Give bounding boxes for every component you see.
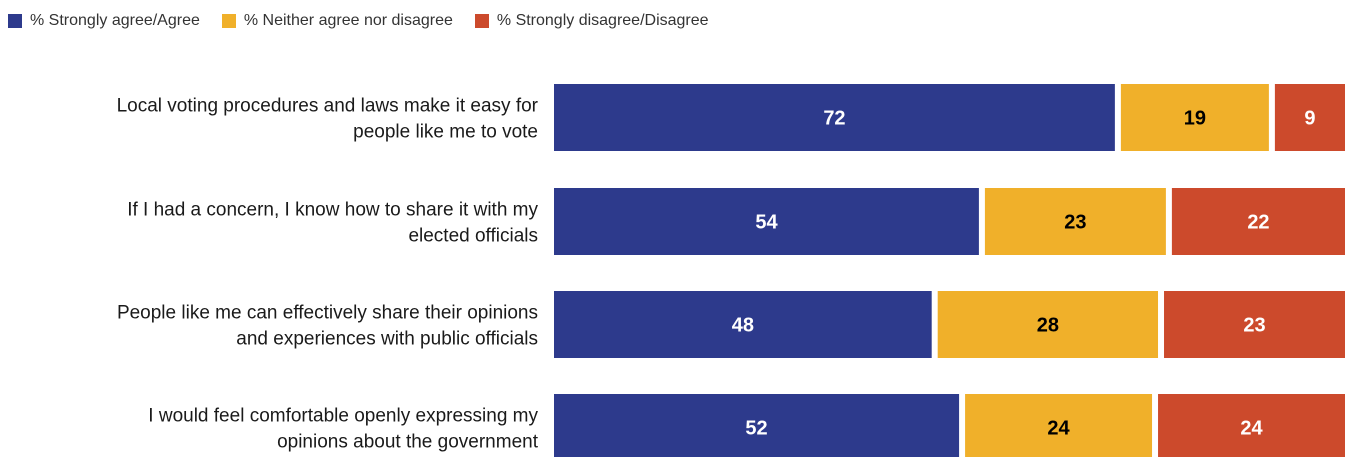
legend-item-disagree: % Strongly disagree/Disagree xyxy=(474,12,709,30)
value-label-neutral: 24 xyxy=(1047,418,1070,440)
bar-disagree xyxy=(1274,84,1345,151)
legend-item-neutral: % Neither agree nor disagree xyxy=(221,12,453,30)
row-label-line: opinions about the government xyxy=(277,432,539,453)
bar-agree xyxy=(554,84,1115,151)
row-label-line: People like me can effectively share the… xyxy=(117,303,538,324)
bar-agree xyxy=(554,291,932,358)
bar-agree xyxy=(554,394,960,457)
legend-item-agree: % Strongly agree/Agree xyxy=(8,12,200,30)
bar-neutral xyxy=(965,394,1153,457)
bar-disagree xyxy=(1171,188,1345,255)
row-label-line: Local voting procedures and laws make it… xyxy=(117,96,539,117)
legend-swatch-disagree xyxy=(474,14,489,28)
value-label-agree: 52 xyxy=(745,418,767,440)
row-label: People like me can effectively share the… xyxy=(117,303,538,350)
value-label-agree: 48 xyxy=(732,315,754,337)
legend-label-disagree: % Strongly disagree/Disagree xyxy=(496,12,709,29)
value-label-disagree: 23 xyxy=(1243,315,1265,337)
legend-label-neutral: % Neither agree nor disagree xyxy=(243,12,453,29)
value-label-neutral: 23 xyxy=(1064,212,1086,234)
value-label-agree: 54 xyxy=(755,212,778,234)
value-label-disagree: 22 xyxy=(1247,212,1269,234)
bar-agree xyxy=(554,188,979,255)
row-label-line: and experiences with public officials xyxy=(236,329,538,350)
bar-disagree xyxy=(1164,291,1345,358)
bar-disagree xyxy=(1158,394,1345,457)
bar-neutral xyxy=(984,188,1166,255)
row-label: If I had a concern, I know how to share … xyxy=(127,200,538,247)
legend-swatch-neutral xyxy=(221,14,236,28)
value-label-disagree: 9 xyxy=(1304,108,1315,130)
row-label-line: elected officials xyxy=(408,226,538,247)
value-label-neutral: 28 xyxy=(1037,315,1059,337)
row-label-line: people like me to vote xyxy=(353,122,538,143)
row-label: I would feel comfortable openly expressi… xyxy=(148,406,538,453)
legend-label-agree: % Strongly agree/Agree xyxy=(30,12,200,29)
row-label: Local voting procedures and laws make it… xyxy=(117,96,539,143)
legend: % Strongly agree/Agree % Neither agree n… xyxy=(8,10,709,32)
row-label-line: If I had a concern, I know how to share … xyxy=(127,200,538,221)
bar-neutral xyxy=(1120,84,1269,151)
value-label-disagree: 24 xyxy=(1240,418,1263,440)
legend-swatch-agree xyxy=(8,14,22,28)
value-label-agree: 72 xyxy=(823,108,845,130)
value-label-neutral: 19 xyxy=(1184,108,1206,130)
row-label-line: I would feel comfortable openly expressi… xyxy=(148,406,538,427)
bar-neutral xyxy=(937,291,1159,358)
